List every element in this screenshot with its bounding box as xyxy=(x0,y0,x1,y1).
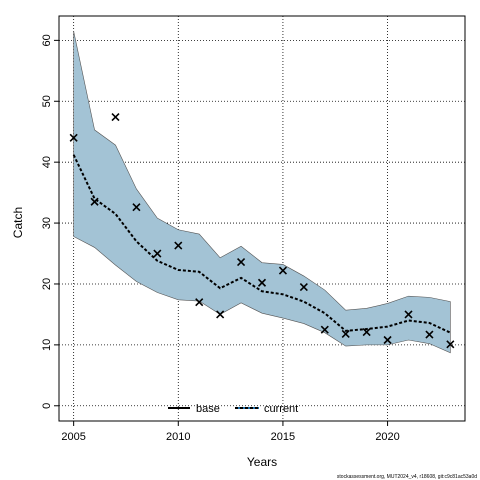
observed-mark xyxy=(111,113,120,122)
confidence-band xyxy=(73,31,451,354)
observed-point-2016 xyxy=(299,282,308,292)
observed-point-2005 xyxy=(69,133,78,142)
observed-point-2018 xyxy=(341,329,350,338)
observed-mark xyxy=(446,340,455,349)
observed-markers xyxy=(69,113,455,349)
y-axis: 0 10 20 30 40 50 60 xyxy=(41,34,59,409)
legend-label-current: current xyxy=(264,403,298,415)
observed-mark xyxy=(341,329,350,338)
observed-mark xyxy=(362,328,371,337)
observed-point-2017 xyxy=(320,325,329,334)
x-tick-label-2010: 2010 xyxy=(166,431,190,443)
x-tick-label-2015: 2015 xyxy=(271,431,295,443)
observed-point-2009 xyxy=(153,249,162,258)
observed-mark xyxy=(90,197,99,206)
observed-point-2020 xyxy=(383,335,392,345)
observed-point-2019 xyxy=(362,328,371,337)
y-tick-label-40: 40 xyxy=(41,156,53,168)
observed-point-2021 xyxy=(404,310,413,319)
observed-mark xyxy=(425,330,434,339)
observed-point-2008 xyxy=(132,203,141,212)
observed-point-2022 xyxy=(425,330,434,339)
observed-mark xyxy=(216,310,225,319)
observed-point-2015 xyxy=(278,266,287,275)
observed-mark xyxy=(320,325,329,334)
series-line-current xyxy=(72,154,451,334)
y-tick-label-10: 10 xyxy=(41,339,53,351)
y-tick-label-30: 30 xyxy=(41,217,53,229)
observed-mark xyxy=(237,257,246,267)
observed-mark xyxy=(195,298,204,307)
observed-mark xyxy=(299,282,308,292)
y-tick-label-60: 60 xyxy=(41,34,53,46)
y-tick-label-0: 0 xyxy=(41,403,53,409)
observed-point-2023 xyxy=(446,340,455,349)
observed-mark xyxy=(383,335,392,345)
observed-mark xyxy=(153,249,162,258)
y-tick-label-20: 20 xyxy=(41,278,53,290)
observed-mark xyxy=(278,266,287,275)
observed-mark xyxy=(257,278,267,287)
observed-point-2010 xyxy=(174,241,183,250)
observed-point-2013 xyxy=(237,257,246,267)
footer-credit: stockassessment.org, MUT2024_v4, r18608,… xyxy=(337,474,477,480)
observed-point-2006 xyxy=(90,197,99,206)
observed-mark xyxy=(404,310,413,319)
observed-point-2007 xyxy=(111,113,120,122)
legend: base current xyxy=(168,403,298,415)
y-tick-label-50: 50 xyxy=(41,95,53,107)
observed-point-2012 xyxy=(216,310,225,319)
observed-mark xyxy=(132,203,141,212)
x-tick-label-2020: 2020 xyxy=(375,431,399,443)
observed-point-2014 xyxy=(257,278,267,287)
observed-mark xyxy=(174,241,183,250)
y-axis-title: Catch xyxy=(11,207,25,238)
x-tick-label-2005: 2005 xyxy=(61,431,85,443)
legend-label-base: base xyxy=(196,403,220,415)
x-axis: 2005 2010 2015 2020 xyxy=(61,420,400,443)
observed-point-2011 xyxy=(195,298,204,307)
x-axis-title: Years xyxy=(247,455,277,469)
observed-mark xyxy=(69,133,78,142)
